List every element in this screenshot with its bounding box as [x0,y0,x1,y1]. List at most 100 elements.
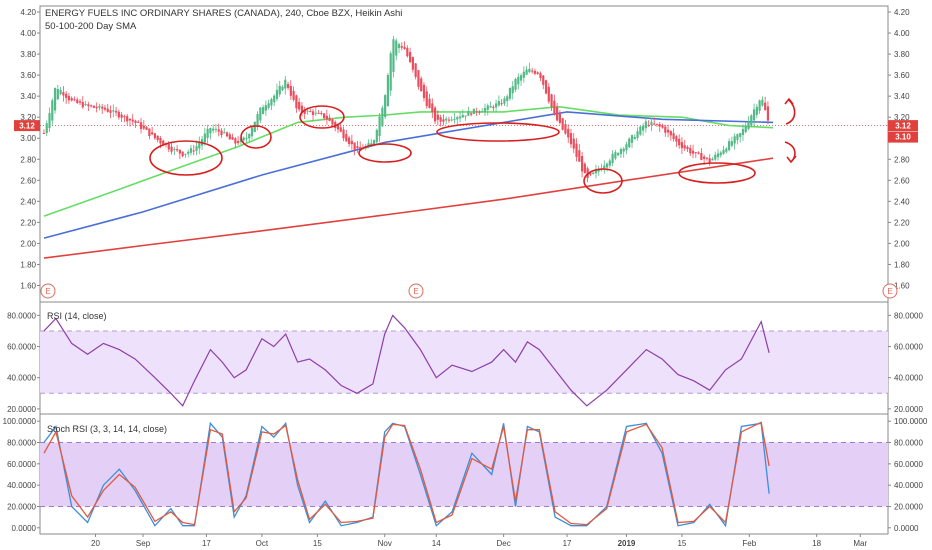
candle-body [603,165,606,170]
stoch-lines [43,421,770,528]
candle-body [486,105,489,110]
candle-body [525,69,528,75]
candle-body [65,93,68,98]
candle-body [766,106,770,121]
price-axis-label-right: 3.20 [894,113,910,122]
candle-body [234,138,237,144]
price-pane[interactable] [39,5,889,303]
candle-body [206,128,209,138]
candle-body [42,132,46,134]
candle-body [81,101,84,108]
earnings-marker[interactable]: E [408,283,424,299]
candle-body [764,102,767,111]
candle-body [727,141,731,151]
low-circle [678,162,756,184]
svg-text:E: E [413,287,418,296]
candle-body [245,137,248,139]
candle-body [497,101,500,106]
candle-body [758,100,761,111]
candle-body [347,137,351,145]
price-axis-label-left: 3.20 [20,113,36,122]
candle-body [611,153,614,164]
candle-body [683,145,686,149]
candle-body [195,146,198,151]
candle-body [392,39,395,72]
low-circle [583,168,623,194]
candle-body [84,103,87,105]
candle-body [381,107,384,127]
candle-body [428,98,431,108]
up-arrow [784,97,796,125]
candle-body [225,132,229,137]
candle-body [264,105,267,111]
candle-body [336,124,340,130]
time-tick-label: 20 [91,539,100,548]
earnings-marker-partial[interactable]: E [882,283,898,299]
stoch-axis: 0.0000 0.0000 20.0000 20.0000 40.0000 40.0000… [3,417,928,533]
candle-body [666,129,670,133]
stoch-axis-label-right: 80.0000 [894,439,923,448]
candle-body [345,133,348,142]
candle-body [445,118,448,121]
stoch-axis-label-right: 40.0000 [894,481,923,490]
candle-body [270,99,273,106]
candle-body [744,125,747,133]
price-axis-label-right: 3.80 [894,50,910,59]
candle-body [228,134,231,140]
candle-body [633,136,636,139]
candle-body [594,169,598,174]
candle-body [375,130,378,143]
time-tick-label: 17 [563,539,572,548]
candle-body [145,127,148,130]
time-tick-label: 14 [432,539,441,548]
time-tick-label: Dec [497,539,511,548]
candle-body [231,136,234,140]
candle-body [109,110,112,113]
candle-body [514,79,517,90]
price-axis-label-left: 3.60 [20,71,36,80]
candle-body [350,140,353,145]
candle-body [755,106,758,115]
candle-body [250,127,254,137]
candle-body [705,157,709,159]
candle-body [45,123,48,133]
low-circle [299,105,345,129]
candle-body [605,163,609,168]
candle-body [173,149,176,151]
price-axis-label-left: 4.20 [20,8,36,17]
candle-body [56,88,59,100]
candle-body [237,140,240,144]
candle-body [689,147,692,154]
rsi-title: RSI (14, close) [47,311,107,321]
candle-body [492,106,495,108]
candle-body [736,134,739,140]
candle-body [339,127,342,132]
candle-body [436,114,439,120]
candle-body [478,111,481,113]
candle-body [70,98,73,101]
rsi-axis-label-right: 40.0000 [894,374,923,383]
candle-body [184,153,187,155]
candle-body [359,147,362,150]
time-tick-label: Oct [256,539,269,548]
candle-body [95,106,98,109]
price-axis-label-right: 4.20 [894,8,910,17]
candle-body [447,119,451,121]
candle-body [101,106,104,109]
candle-body [650,121,653,126]
rsi-axis-label-right: 60.0000 [894,343,923,352]
earnings-marker[interactable]: E [40,283,56,299]
candle-body [661,125,664,128]
candle-body [741,129,745,136]
low-circle [358,143,412,163]
candle-body [592,172,595,174]
candle-body [716,153,720,158]
candle-body [691,150,695,154]
candle-body [553,100,556,114]
candle-body [178,149,181,154]
candle-body [494,103,498,108]
candle-body [686,146,689,150]
price-label-1: 3.12 [888,120,918,132]
candles [42,35,770,183]
sma-line [43,157,774,259]
